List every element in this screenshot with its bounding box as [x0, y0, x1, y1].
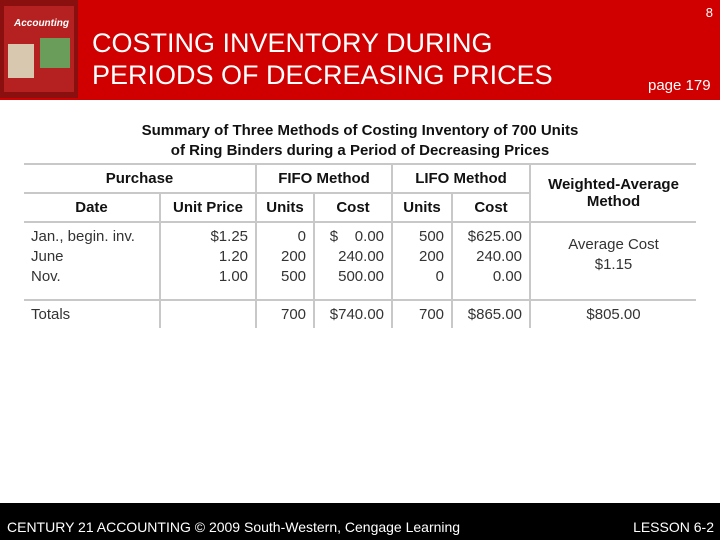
cover-art — [40, 38, 70, 68]
column-header: Cost — [451, 192, 531, 222]
column-header: Unit Price — [158, 192, 257, 222]
header-band: Accounting COSTING INVENTORY DURING PERI… — [0, 0, 720, 100]
group-header: Weighted-Average Method — [529, 163, 697, 222]
cell-line: June — [31, 248, 64, 265]
cell-line: 200 — [280, 248, 307, 265]
cell-line: $1.15 — [594, 256, 633, 273]
cell-line: $ 0.00 — [329, 228, 385, 245]
column-header: Date — [24, 192, 160, 222]
footer-lesson: LESSON 6-2 — [633, 519, 714, 535]
cell-line: 500.00 — [338, 268, 385, 285]
body-cell: Jan., begin. inv. June Nov. — [24, 221, 160, 300]
body-cell: 0 200 500 — [255, 221, 315, 300]
table-title-line: Summary of Three Methods of Costing Inve… — [141, 122, 579, 139]
cell-line: 240.00 — [476, 248, 523, 265]
totals-label: Totals — [24, 299, 160, 328]
totals-cell: $805.00 — [529, 299, 697, 328]
cell-line: 1.20 — [218, 248, 249, 265]
totals-cell: $740.00 — [313, 299, 393, 328]
column-header: Units — [255, 192, 315, 222]
cell-line: $1.25 — [210, 228, 249, 245]
totals-cell: $865.00 — [451, 299, 531, 328]
table-title-line: of Ring Binders during a Period of Decre… — [170, 142, 550, 159]
cell-line: 500 — [280, 268, 307, 285]
totals-blank — [158, 299, 257, 328]
header-row: Date Unit Price Units Cost Units Cost — [24, 192, 696, 222]
table-title: Summary of Three Methods of Costing Inve… — [24, 121, 696, 161]
cell-line: 1.00 — [218, 268, 249, 285]
column-header: Cost — [313, 192, 393, 222]
cell-line: 0.00 — [492, 268, 523, 285]
totals-cell: 700 — [391, 299, 453, 328]
group-header: FIFO Method — [255, 163, 393, 193]
page-reference: page 179 — [648, 77, 711, 94]
footer-credit: CENTURY 21 ACCOUNTING © 2009 South-Weste… — [7, 519, 461, 535]
group-header: Purchase — [24, 163, 257, 193]
title-line: PERIODS OF DECREASING PRICES — [92, 60, 553, 90]
slide-number: 8 — [705, 5, 713, 20]
slide-title: COSTING INVENTORY DURING PERIODS OF DECR… — [92, 27, 553, 91]
footer-band: CENTURY 21 ACCOUNTING © 2009 South-Weste… — [0, 503, 720, 540]
group-header: LIFO Method — [391, 163, 531, 193]
body-cell: Average Cost $1.15 — [529, 221, 697, 300]
body-cell: $625.00 240.00 0.00 — [451, 221, 531, 300]
cover-art — [8, 44, 34, 78]
cell-line: 500 — [418, 228, 445, 245]
body-row: Jan., begin. inv. June Nov. $1.25 1.20 1.00 0 2… — [24, 221, 697, 300]
body-cell: $1.25 1.20 1.00 — [158, 221, 257, 300]
cell-line: Jan., begin. inv. — [31, 228, 135, 245]
header-row: Purchase FIFO Method LIFO Method Weighted-A… — [24, 163, 697, 222]
cell-line: 0 — [297, 228, 307, 245]
column-header: Units — [391, 192, 453, 222]
cell-line: 0 — [435, 268, 445, 285]
cell-line: $625.00 — [467, 228, 523, 245]
body-cell: $ 0.00 240.00 500.00 — [313, 221, 393, 300]
title-line: COSTING INVENTORY DURING — [92, 28, 493, 58]
cell-line: Nov. — [31, 268, 61, 285]
book-cover: Accounting — [0, 0, 78, 98]
body-cell: 500 200 0 — [391, 221, 453, 300]
totals-cell: 700 — [255, 299, 315, 328]
totals-row: Totals 700 $740.00 700 $865.00 $805.00 — [24, 299, 697, 328]
cell-line: 200 — [418, 248, 445, 265]
cover-title: Accounting — [14, 18, 69, 29]
cell-line: Average Cost — [568, 236, 659, 253]
cell-line: 240.00 — [338, 248, 385, 265]
summary-table: Purchase FIFO Method LIFO Method Weighted-A… — [24, 163, 697, 328]
